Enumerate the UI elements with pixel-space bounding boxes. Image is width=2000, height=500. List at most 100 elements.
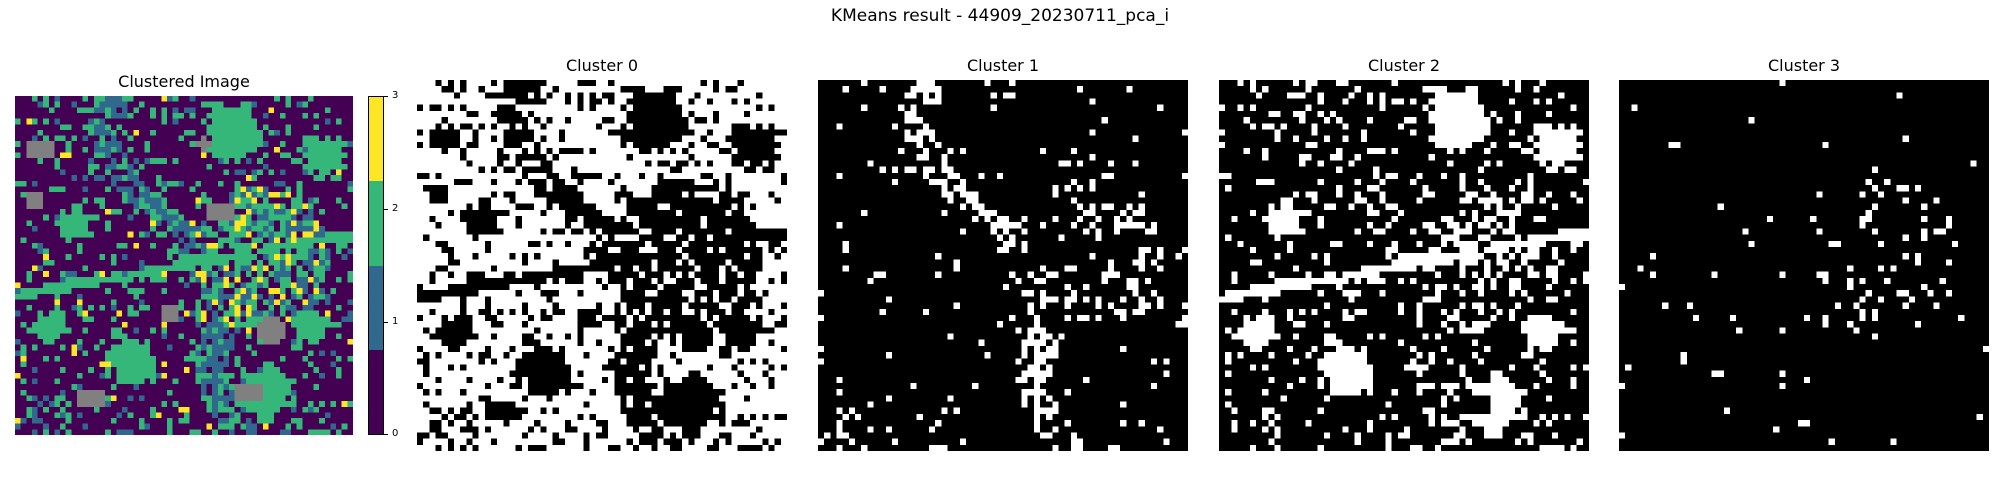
- raster-pixel-run: [1447, 240, 1454, 248]
- raster-pixel-run: [65, 412, 72, 419]
- raster-pixel-run: [1219, 216, 1232, 223]
- raster-pixel-run: [1397, 389, 1417, 396]
- raster-pixel-run: [336, 401, 342, 407]
- raster-pixel-run: [1157, 228, 1188, 235]
- raster-pixel-run: [26, 322, 32, 328]
- raster-pixel-run: [1219, 370, 1226, 377]
- raster-pixel-run: [1268, 376, 1275, 384]
- raster-pixel-run: [302, 259, 314, 266]
- raster-pixel-run: [60, 209, 66, 215]
- raster-pixel-run: [1181, 253, 1188, 260]
- raster-pixel-run: [466, 104, 498, 112]
- raster-pixel-run: [1385, 253, 1392, 260]
- raster-pixel-run: [1280, 432, 1324, 439]
- raster-pixel-run: [1397, 216, 1441, 223]
- raster-pixel-run: [229, 158, 235, 164]
- raster-pixel-run: [602, 277, 609, 285]
- raster-pixel-run: [1299, 117, 1306, 124]
- raster-pixel-run: [1262, 216, 1300, 223]
- raster-pixel-run: [65, 401, 72, 407]
- raster-pixel-run: [347, 163, 353, 170]
- raster-pixel-run: [1231, 389, 1263, 396]
- raster-pixel-run: [602, 284, 609, 291]
- raster-pixel-run: [1219, 117, 1244, 124]
- raster-pixel-run: [60, 344, 66, 351]
- raster-pixel-run: [713, 382, 732, 390]
- raster-pixel-run: [31, 225, 38, 232]
- raster-pixel-run: [1447, 413, 1460, 421]
- raster-pixel-run: [1754, 240, 1829, 248]
- raster-pixel-run: [1367, 135, 1429, 142]
- raster-pixel-run: [1533, 197, 1540, 204]
- raster-pixel-run: [1219, 135, 1275, 142]
- raster-pixel-run: [1428, 413, 1435, 421]
- raster-pixel-run: [43, 118, 49, 125]
- raster-pixel-run: [251, 175, 258, 181]
- raster-pixel-run: [1884, 178, 1891, 186]
- raster-pixel-run: [206, 406, 213, 413]
- raster-pixel-run: [1317, 358, 1367, 365]
- raster-pixel-run: [916, 110, 1188, 118]
- raster-pixel-run: [1274, 234, 1281, 241]
- raster-pixel-run: [1422, 172, 1441, 180]
- raster-pixel-run: [632, 92, 676, 99]
- raster-pixel-run: [257, 288, 269, 294]
- raster-pixel-run: [65, 141, 72, 147]
- raster-pixel-run: [43, 338, 55, 345]
- raster-pixel-run: [632, 123, 689, 130]
- raster-pixel-run: [1545, 358, 1589, 365]
- raster-pixel-run: [1453, 308, 1460, 316]
- raster-pixel-run: [1625, 432, 1989, 439]
- raster-pixel-run: [1459, 148, 1466, 155]
- raster-pixel-run: [435, 271, 448, 278]
- raster-pixel-run: [1299, 191, 1306, 198]
- raster-pixel-run: [929, 123, 1188, 130]
- raster-pixel-run: [43, 401, 49, 407]
- raster-pixel-run: [257, 322, 286, 328]
- raster-pixel-run: [731, 141, 781, 149]
- raster-pixel-run: [1299, 308, 1306, 316]
- raster-pixel-run: [37, 310, 44, 317]
- raster-pixel-run: [330, 169, 337, 176]
- raster-pixel-run: [491, 438, 498, 445]
- raster-pixel-run: [762, 296, 787, 303]
- raster-pixel-run: [1120, 271, 1188, 278]
- raster-pixel-run: [540, 148, 547, 155]
- raster-pixel-run: [818, 407, 837, 415]
- raster-pixel-run: [1952, 259, 1989, 266]
- raster-pixel-run: [929, 178, 948, 186]
- raster-pixel-run: [1459, 413, 1528, 421]
- raster-pixel-run: [1619, 426, 1774, 433]
- raster-pixel-run: [879, 166, 886, 173]
- raster-pixel-run: [1619, 216, 1767, 223]
- raster-pixel-run: [1114, 302, 1139, 309]
- raster-pixel-run: [1243, 117, 1250, 124]
- raster-pixel-run: [1508, 290, 1515, 297]
- raster-pixel-run: [1101, 203, 1114, 210]
- raster-pixel-run: [953, 185, 966, 192]
- raster-pixel-run: [663, 370, 689, 377]
- raster-pixel-run: [291, 209, 297, 215]
- raster-pixel-run: [240, 305, 246, 311]
- raster-pixel-run: [1089, 98, 1096, 105]
- raster-pixel-run: [435, 265, 448, 272]
- raster-pixel-run: [1545, 110, 1552, 118]
- raster-pixel-run: [324, 350, 331, 357]
- raster-pixel-run: [583, 432, 590, 439]
- raster-pixel-run: [54, 293, 61, 300]
- raster-pixel-run: [756, 358, 763, 365]
- raster-pixel-run: [65, 186, 83, 193]
- raster-pixel-run: [155, 355, 184, 362]
- raster-pixel-run: [1773, 216, 1811, 223]
- raster-pixel-run: [1619, 382, 1626, 390]
- raster-pixel-run: [1256, 364, 1263, 371]
- raster-pixel-run: [423, 234, 430, 241]
- raster-pixel-run: [234, 180, 241, 187]
- raster-pixel-run: [93, 271, 100, 277]
- raster-pixel-run: [1459, 321, 1466, 328]
- raster-pixel-run: [155, 225, 168, 232]
- raster-pixel-run: [719, 197, 744, 204]
- raster-pixel-run: [1410, 178, 1417, 186]
- raster-pixel-run: [651, 389, 664, 396]
- raster-pixel-run: [632, 104, 683, 112]
